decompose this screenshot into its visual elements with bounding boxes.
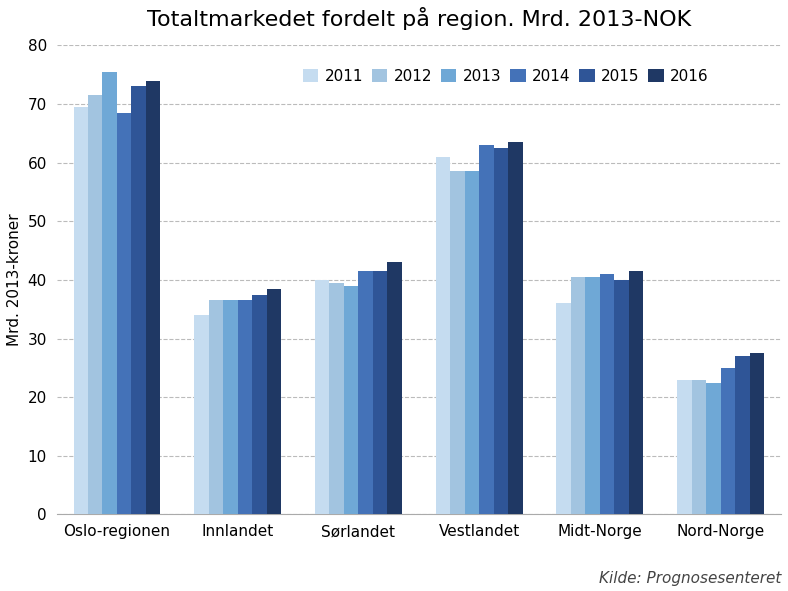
Bar xyxy=(629,271,644,514)
Bar xyxy=(373,271,388,514)
Bar xyxy=(479,145,494,514)
Bar xyxy=(73,107,88,514)
Bar xyxy=(749,353,764,514)
Bar xyxy=(436,157,450,514)
Text: Kilde: Prognosesenteret: Kilde: Prognosesenteret xyxy=(599,571,781,586)
Bar xyxy=(735,356,749,514)
Bar xyxy=(209,300,223,514)
Bar xyxy=(677,379,692,514)
Title: Totaltmarkedet fordelt på region. Mrd. 2013-NOK: Totaltmarkedet fordelt på region. Mrd. 2… xyxy=(147,7,691,30)
Bar xyxy=(571,277,585,514)
Bar xyxy=(692,379,706,514)
Bar xyxy=(315,280,329,514)
Bar xyxy=(600,274,615,514)
Bar xyxy=(238,300,252,514)
Bar xyxy=(388,262,402,514)
Bar xyxy=(88,95,102,514)
Bar xyxy=(344,286,359,514)
Bar xyxy=(102,72,117,514)
Legend: 2011, 2012, 2013, 2014, 2015, 2016: 2011, 2012, 2013, 2014, 2015, 2016 xyxy=(297,63,715,90)
Bar xyxy=(615,280,629,514)
Bar xyxy=(195,315,209,514)
Bar xyxy=(465,171,479,514)
Bar xyxy=(706,382,721,514)
Bar xyxy=(329,283,344,514)
Bar xyxy=(721,368,735,514)
Bar xyxy=(450,171,465,514)
Bar xyxy=(556,303,571,514)
Bar xyxy=(585,277,600,514)
Bar xyxy=(508,142,522,514)
Y-axis label: Mrd. 2013-kroner: Mrd. 2013-kroner xyxy=(7,213,22,346)
Bar xyxy=(223,300,238,514)
Bar xyxy=(359,271,373,514)
Bar xyxy=(252,294,266,514)
Bar xyxy=(146,80,161,514)
Bar xyxy=(266,289,281,514)
Bar xyxy=(494,148,508,514)
Bar xyxy=(117,113,132,514)
Bar xyxy=(132,86,146,514)
